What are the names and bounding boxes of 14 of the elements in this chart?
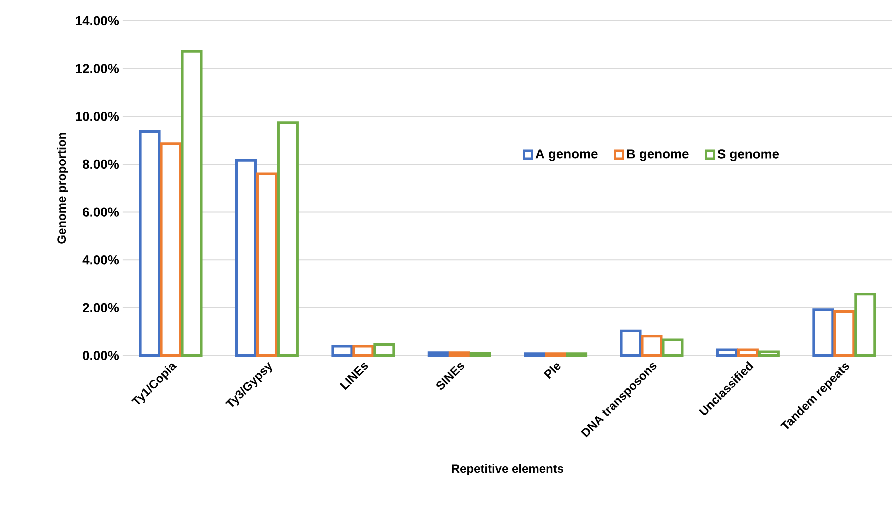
y-tick-label: 8.00% [82, 160, 120, 170]
y-tick-label: 4.00% [82, 256, 120, 265]
legend-label: S genome [718, 150, 780, 162]
legend-label: B genome [627, 150, 689, 162]
y-tick-label: 2.00% [83, 304, 120, 313]
y-tick-label: 0.00% [83, 351, 120, 361]
y-tick-label: 14.00% [76, 16, 120, 26]
y-tick-label: 10.00% [76, 112, 120, 122]
x-axis-title: Repetitive elements [452, 464, 564, 476]
x-tick-label: Ple [544, 364, 561, 380]
y-axis-title: Genome proportion [57, 133, 68, 244]
y-tick-label: 6.00% [83, 208, 120, 218]
legend-label: A genome [536, 150, 598, 162]
y-tick-label: 12.00% [76, 64, 120, 74]
